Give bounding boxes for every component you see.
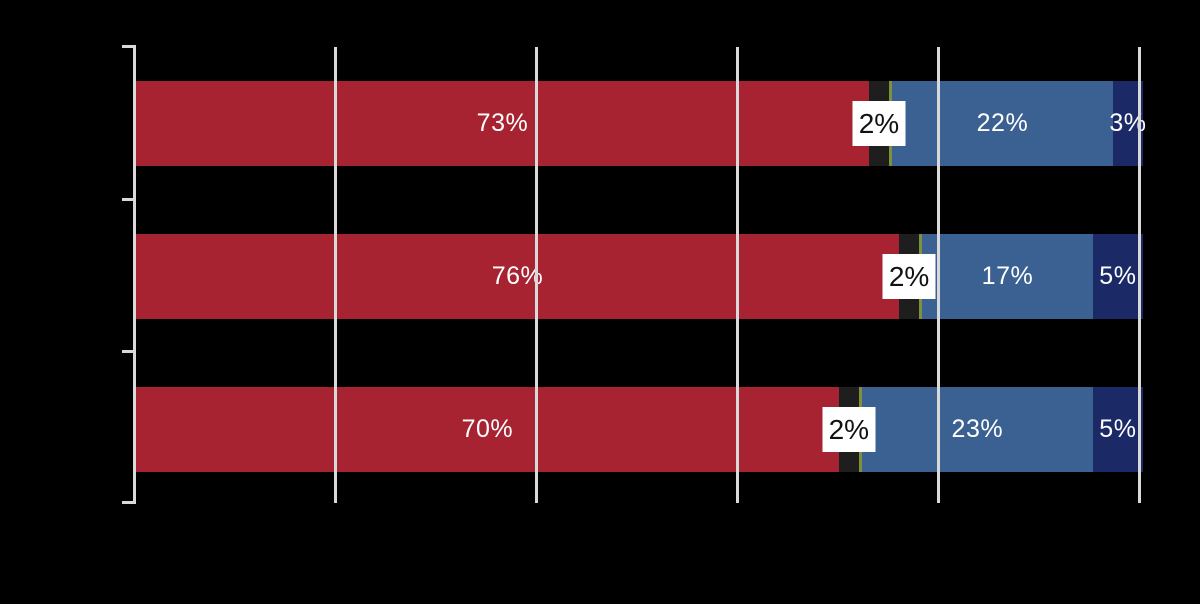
- gridline: [736, 47, 739, 503]
- callout-2pct: 2%: [852, 101, 906, 146]
- gridline: [535, 47, 538, 503]
- axis-tick: [122, 501, 136, 504]
- bar-row: 76% 2% 17% 5%: [136, 234, 1143, 319]
- axis-tick: [122, 198, 136, 201]
- bar-segment-red-segment: 73%: [136, 81, 869, 166]
- y-axis-line: [133, 45, 136, 504]
- bar-segment-dark-segment: 2%: [882, 234, 936, 319]
- axis-tick: [122, 350, 136, 353]
- bar-segment-dark-segment: 2%: [852, 81, 906, 166]
- bar-segment-red-segment: 76%: [136, 234, 900, 319]
- bar-row: 73% 2% 22% 3%: [136, 81, 1146, 166]
- bar-segment-label: 76%: [491, 262, 544, 290]
- callout-2pct-label: 2%: [828, 413, 870, 445]
- bar-segment-blue-segment: 17%: [922, 234, 1093, 319]
- bar-segment-navy-segment: 5%: [1092, 387, 1143, 472]
- bar-segment-blue-segment: 23%: [861, 387, 1093, 472]
- bar-segment-navy-segment: 3%: [1109, 81, 1146, 166]
- bar-segment-dark-segment: 2%: [822, 387, 876, 472]
- bar-segment-label: 73%: [476, 109, 529, 137]
- bar-row: 70% 2% 23% 5%: [136, 387, 1143, 472]
- bar-segment-label: 17%: [981, 262, 1034, 290]
- bar-segment-label: 70%: [461, 415, 514, 443]
- bar-segment-navy-segment: 5%: [1092, 234, 1143, 319]
- gridline: [334, 47, 337, 503]
- bar-segment-label: 5%: [1099, 415, 1137, 443]
- callout-2pct-label: 2%: [888, 260, 930, 292]
- callout-2pct: 2%: [822, 407, 876, 452]
- bar-segment-label: 22%: [976, 109, 1029, 137]
- callout-2pct-label: 2%: [858, 107, 900, 139]
- bar-segment-label: 5%: [1099, 262, 1137, 290]
- redaction-box-category-labels: [20, 46, 133, 556]
- axis-tick: [122, 45, 136, 48]
- redaction-box-axis-and-legend: [20, 503, 1177, 556]
- bar-segment-red-segment: 70%: [136, 387, 839, 472]
- gridline: [937, 47, 940, 503]
- callout-2pct: 2%: [882, 254, 936, 299]
- bar-segment-blue-segment: 22%: [891, 81, 1113, 166]
- bar-segment-label: 23%: [951, 415, 1004, 443]
- gridline: [1138, 47, 1141, 503]
